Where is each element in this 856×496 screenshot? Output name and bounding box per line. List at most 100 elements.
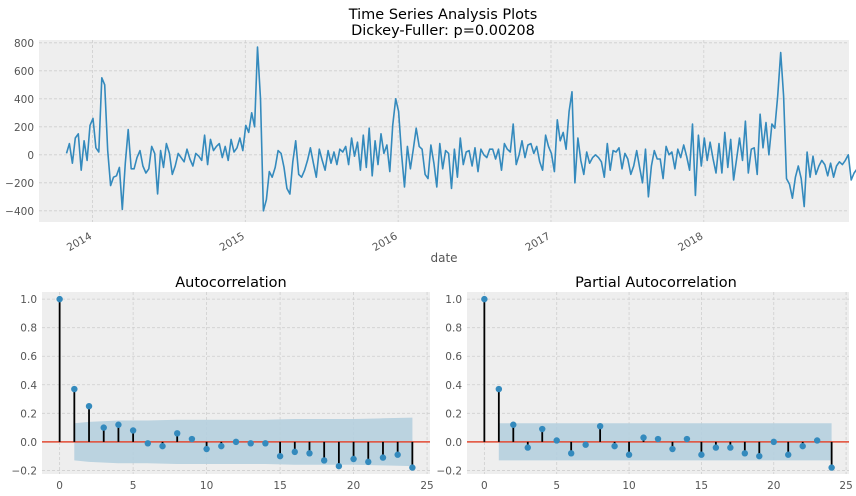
pacf-y-tick-label: −0.2 bbox=[437, 465, 463, 477]
pacf-x-tick-label: 15 bbox=[695, 480, 708, 492]
acf-stem-marker bbox=[335, 462, 343, 470]
pacf-title: Partial Autocorrelation bbox=[575, 275, 737, 291]
acf-y-tick-label: 0.0 bbox=[20, 437, 37, 449]
pacf-stem-marker bbox=[553, 437, 560, 444]
ts-y-tick-label: 800 bbox=[14, 38, 34, 50]
pacf-x-tick-label: 10 bbox=[622, 480, 635, 492]
time-series-plot-area bbox=[39, 40, 849, 222]
acf-x-ticks: 0 5 10 15 20 25 bbox=[56, 480, 433, 492]
pacf-stem-marker bbox=[683, 435, 691, 443]
pacf-y-tick-label: 1.0 bbox=[445, 294, 462, 306]
figure-title-line2: Dickey-Fuller: p=0.00208 bbox=[351, 23, 535, 39]
acf-title: Autocorrelation bbox=[175, 275, 286, 291]
acf-stem-marker bbox=[306, 450, 313, 457]
ts-y-tick-label: 600 bbox=[14, 66, 34, 78]
time-series-grid bbox=[39, 40, 849, 222]
time-series-x-axis-label: date bbox=[430, 251, 457, 265]
acf-x-tick-label: 10 bbox=[200, 480, 213, 492]
acf-stem-marker bbox=[129, 427, 137, 434]
acf-x-tick-label: 20 bbox=[347, 480, 360, 492]
acf-stem-marker bbox=[320, 457, 328, 464]
acf-x-tick-label: 5 bbox=[130, 480, 137, 492]
acf-stem-marker bbox=[100, 424, 107, 431]
acf-stem-marker bbox=[144, 440, 152, 447]
acf-stem-marker bbox=[291, 448, 298, 456]
acf-y-tick-label: 0.4 bbox=[20, 380, 37, 392]
acf-stem-marker bbox=[174, 430, 181, 437]
acf-y-tick-label: 0.2 bbox=[20, 408, 37, 420]
acf-x-tick-label: 15 bbox=[273, 480, 286, 492]
pacf-x-tick-label: 5 bbox=[553, 480, 560, 492]
pacf-y-tick-label: 0.4 bbox=[445, 380, 462, 392]
pacf-stem-marker bbox=[770, 438, 777, 446]
pacf-stem-marker bbox=[669, 445, 676, 453]
pacf-stem-marker bbox=[625, 451, 633, 458]
time-series-x-ticks: 2014 2015 2016 2017 2018 bbox=[65, 230, 705, 254]
pacf-stem-marker bbox=[828, 464, 835, 471]
pacf-y-ticks: −0.2 0.0 0.2 0.4 0.6 0.8 1.0 bbox=[437, 294, 463, 477]
pacf-stem-marker bbox=[712, 444, 720, 451]
acf-y-ticks: −0.2 0.0 0.2 0.4 0.6 0.8 1.0 bbox=[12, 294, 38, 477]
ts-y-tick-label: −200 bbox=[5, 178, 34, 190]
pacf-x-tick-label: 20 bbox=[767, 480, 780, 492]
acf-stem-marker bbox=[394, 451, 401, 458]
acf-stem-marker bbox=[203, 445, 210, 453]
acf-x-tick-label: 25 bbox=[420, 480, 433, 492]
pacf-stem-marker bbox=[785, 451, 792, 458]
acf-stem-marker bbox=[159, 442, 166, 450]
pacf-stem-marker bbox=[481, 295, 488, 303]
pacf-stem-marker bbox=[524, 444, 531, 451]
pacf-stem-marker bbox=[756, 452, 763, 460]
acf-stem-marker bbox=[71, 385, 78, 393]
ts-x-tick-label: 2018 bbox=[676, 230, 705, 254]
pacf-stem-marker bbox=[654, 435, 662, 443]
pacf-panel: Partial Autocorrelation −0.2 0.0 0.2 0.4 0.6… bbox=[437, 275, 853, 492]
pacf-stem-marker bbox=[640, 434, 647, 441]
pacf-stem-marker bbox=[582, 441, 589, 448]
acf-y-tick-label: 0.6 bbox=[20, 351, 37, 363]
acf-stem-marker bbox=[276, 452, 284, 460]
acf-stem-marker bbox=[365, 458, 372, 466]
acf-stem-marker bbox=[409, 464, 416, 471]
acf-stem-marker bbox=[218, 442, 225, 450]
acf-stem-marker bbox=[350, 455, 357, 463]
pacf-stem-marker bbox=[611, 442, 618, 450]
pacf-stem-marker bbox=[727, 444, 734, 451]
pacf-stem-marker bbox=[596, 422, 604, 430]
pacf-y-tick-label: 0.6 bbox=[445, 351, 462, 363]
ts-y-tick-label: 0 bbox=[27, 150, 34, 162]
ts-y-tick-label: −400 bbox=[5, 206, 34, 218]
ts-x-tick-label: 2015 bbox=[218, 230, 247, 254]
pacf-stem-marker bbox=[567, 450, 575, 457]
pacf-stem-marker bbox=[799, 442, 806, 450]
time-series-y-ticks: −400 −200 0 200 400 600 800 bbox=[5, 38, 34, 218]
pacf-x-tick-label: 25 bbox=[839, 480, 852, 492]
pacf-y-tick-label: 0.2 bbox=[445, 408, 462, 420]
acf-x-tick-label: 0 bbox=[56, 480, 63, 492]
pacf-stems bbox=[481, 295, 835, 471]
acf-y-tick-label: 1.0 bbox=[20, 294, 37, 306]
acf-stem-marker bbox=[85, 402, 93, 410]
figure-title-line1: Time Series Analysis Plots bbox=[348, 7, 538, 23]
ts-x-tick-label: 2014 bbox=[65, 230, 94, 254]
acf-stem-marker bbox=[115, 421, 122, 428]
ts-y-tick-label: 200 bbox=[14, 122, 34, 134]
acf-stem-marker bbox=[247, 440, 254, 447]
pacf-stem-marker bbox=[698, 451, 705, 458]
ts-x-tick-label: 2016 bbox=[370, 230, 399, 254]
ts-y-tick-label: 400 bbox=[14, 94, 34, 106]
pacf-stem-marker bbox=[813, 437, 821, 444]
acf-stem-marker bbox=[379, 454, 387, 461]
time-series-line bbox=[65, 46, 856, 212]
pacf-y-tick-label: 0.8 bbox=[445, 323, 462, 335]
pacf-stem-marker bbox=[510, 421, 517, 428]
ts-x-tick-label: 2017 bbox=[523, 230, 552, 254]
pacf-stem-marker bbox=[741, 450, 749, 457]
acf-stem-marker bbox=[232, 438, 240, 446]
acf-stem-marker bbox=[188, 435, 196, 443]
acf-stem-marker bbox=[56, 295, 63, 303]
acf-y-tick-label: −0.2 bbox=[12, 465, 38, 477]
pacf-y-tick-label: 0.0 bbox=[445, 437, 462, 449]
